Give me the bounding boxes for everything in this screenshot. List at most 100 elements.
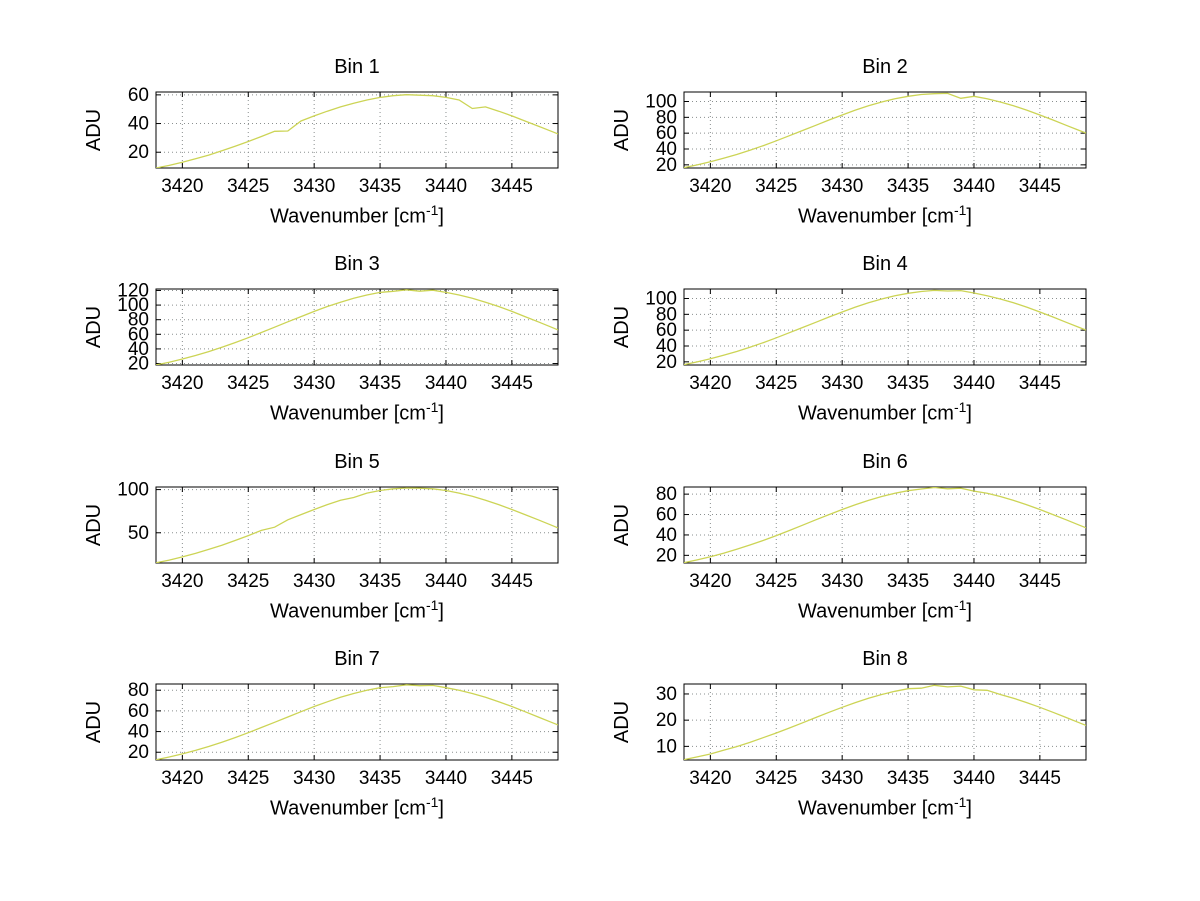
subplot: Bin 2 3420 3425 3430 3435 3440 3445 20 40 60 80 10… [600,46,1200,243]
y-tick-label: 100 [117,295,149,316]
x-tick-label: 3440 [425,768,467,788]
y-tick-label: 60 [128,86,149,106]
y-tick-label: 40 [656,525,677,546]
x-tick-label: 3430 [293,373,335,393]
subplot: Bin 6 3420 3425 3430 3435 3440 3445 20 40 60 80 AD… [600,441,1200,638]
subplot-title: Bin 7 [334,648,380,670]
x-tick-label: 3430 [293,768,335,788]
y-tick-label: 40 [128,722,149,743]
y-tick-label: 100 [645,289,677,310]
y-tick-label: 60 [656,123,677,144]
subplot-title: Bin 6 [862,451,908,473]
axes-box [683,486,1087,564]
subplot: Bin 7 3420 3425 3430 3435 3440 3445 20 40 60 80 AD… [0,638,600,835]
x-tick-label: 3425 [227,571,269,591]
x-axis-label: Wavenumber [cm-1] [684,788,1086,821]
x-tick-label: 3425 [227,768,269,788]
y-tick-label: 80 [656,484,677,505]
x-axis-label-text: Wavenumber [cm [270,797,426,820]
x-tick-label: 3440 [425,373,467,393]
y-axis-label: ADU [83,701,105,743]
x-tick-label: 3440 [953,373,995,393]
x-axis-label: Wavenumber [cm-1] [156,591,558,624]
x-axis-label: Wavenumber [cm-1] [684,393,1086,426]
x-axis-label-text: Wavenumber [cm [798,797,954,820]
x-axis-label-close: ] [966,600,972,623]
y-tick-label: 80 [128,680,149,701]
x-tick-label: 3420 [689,176,731,196]
data-line [684,289,1086,365]
x-axis-label-close: ] [966,402,972,425]
x-axis-label-superscript: -1 [425,794,439,810]
x-axis-label-superscript: -1 [425,597,439,613]
y-tick-label: 20 [128,142,149,163]
y-tick-label: 100 [117,481,149,501]
x-axis-label-superscript: -1 [953,399,967,415]
x-axis-label: Wavenumber [cm-1] [156,393,558,426]
x-axis-label-superscript: -1 [953,794,967,810]
x-tick-label: 3435 [887,373,929,393]
x-tick-label: 3420 [161,373,203,393]
y-tick-label: 20 [656,155,677,176]
x-axis-label-superscript: -1 [425,202,439,218]
y-axis-label: ADU [611,504,633,546]
x-tick-label: 3420 [689,373,731,393]
x-axis-label-text: Wavenumber [cm [270,205,426,228]
x-axis-label-close: ] [438,797,444,820]
x-tick-label: 3420 [689,768,731,788]
axes-box [683,288,1087,366]
y-tick-label: 40 [128,339,149,360]
x-axis-label-text: Wavenumber [cm [798,600,954,623]
subplot: Bin 3 3420 3425 3430 3435 3440 3445 20 40 60 80 10… [0,243,600,440]
x-axis-label-close: ] [966,797,972,820]
subplot-title: Bin 1 [334,56,380,78]
x-tick-label: 3430 [821,373,863,393]
x-axis-label-superscript: -1 [425,399,439,415]
x-tick-label: 3435 [359,571,401,591]
x-axis-label-text: Wavenumber [cm [798,402,954,425]
x-tick-label: 3435 [359,768,401,788]
data-line [156,684,558,760]
data-line [684,684,1086,760]
y-tick-label: 50 [128,523,149,544]
y-tick-label: 20 [128,742,149,763]
subplot: Bin 4 3420 3425 3430 3435 3440 3445 20 40 60 80 10… [600,243,1200,440]
axes-box [155,683,559,761]
x-tick-label: 3420 [161,768,203,788]
x-tick-label: 3425 [755,768,797,788]
y-tick-label: 20 [128,354,149,375]
subplot: Bin 1 3420 3425 3430 3435 3440 3445 20 40 60 ADU … [0,46,600,243]
x-tick-label: 3420 [161,571,203,591]
x-axis-label: Wavenumber [cm-1] [156,788,558,821]
subplot: Bin 5 3420 3425 3430 3435 3440 3445 50 100 ADU W… [0,441,600,638]
x-tick-label: 3440 [953,176,995,196]
x-tick-label: 3435 [887,571,929,591]
y-tick-label: 60 [656,320,677,341]
x-axis-label-superscript: -1 [953,202,967,218]
x-tick-label: 3435 [359,373,401,393]
data-line [684,92,1086,168]
x-axis-label-close: ] [438,600,444,623]
subplot-title: Bin 4 [862,253,908,275]
data-line [156,289,558,365]
axes-box [683,91,1087,169]
y-axis-label: ADU [83,306,105,348]
axes-box [155,288,559,366]
x-tick-label: 3425 [755,571,797,591]
y-tick-label: 20 [656,352,677,373]
y-tick-label: 80 [128,310,149,331]
x-tick-label: 3445 [491,176,533,196]
y-axis-label: ADU [83,109,105,151]
x-tick-label: 3440 [425,176,467,196]
x-axis-label: Wavenumber [cm-1] [156,196,558,229]
data-line [156,487,558,563]
axes-box [155,486,559,564]
data-line [156,94,558,168]
x-tick-label: 3430 [293,176,335,196]
y-axis-label: ADU [611,109,633,151]
y-tick-label: 40 [656,336,677,357]
